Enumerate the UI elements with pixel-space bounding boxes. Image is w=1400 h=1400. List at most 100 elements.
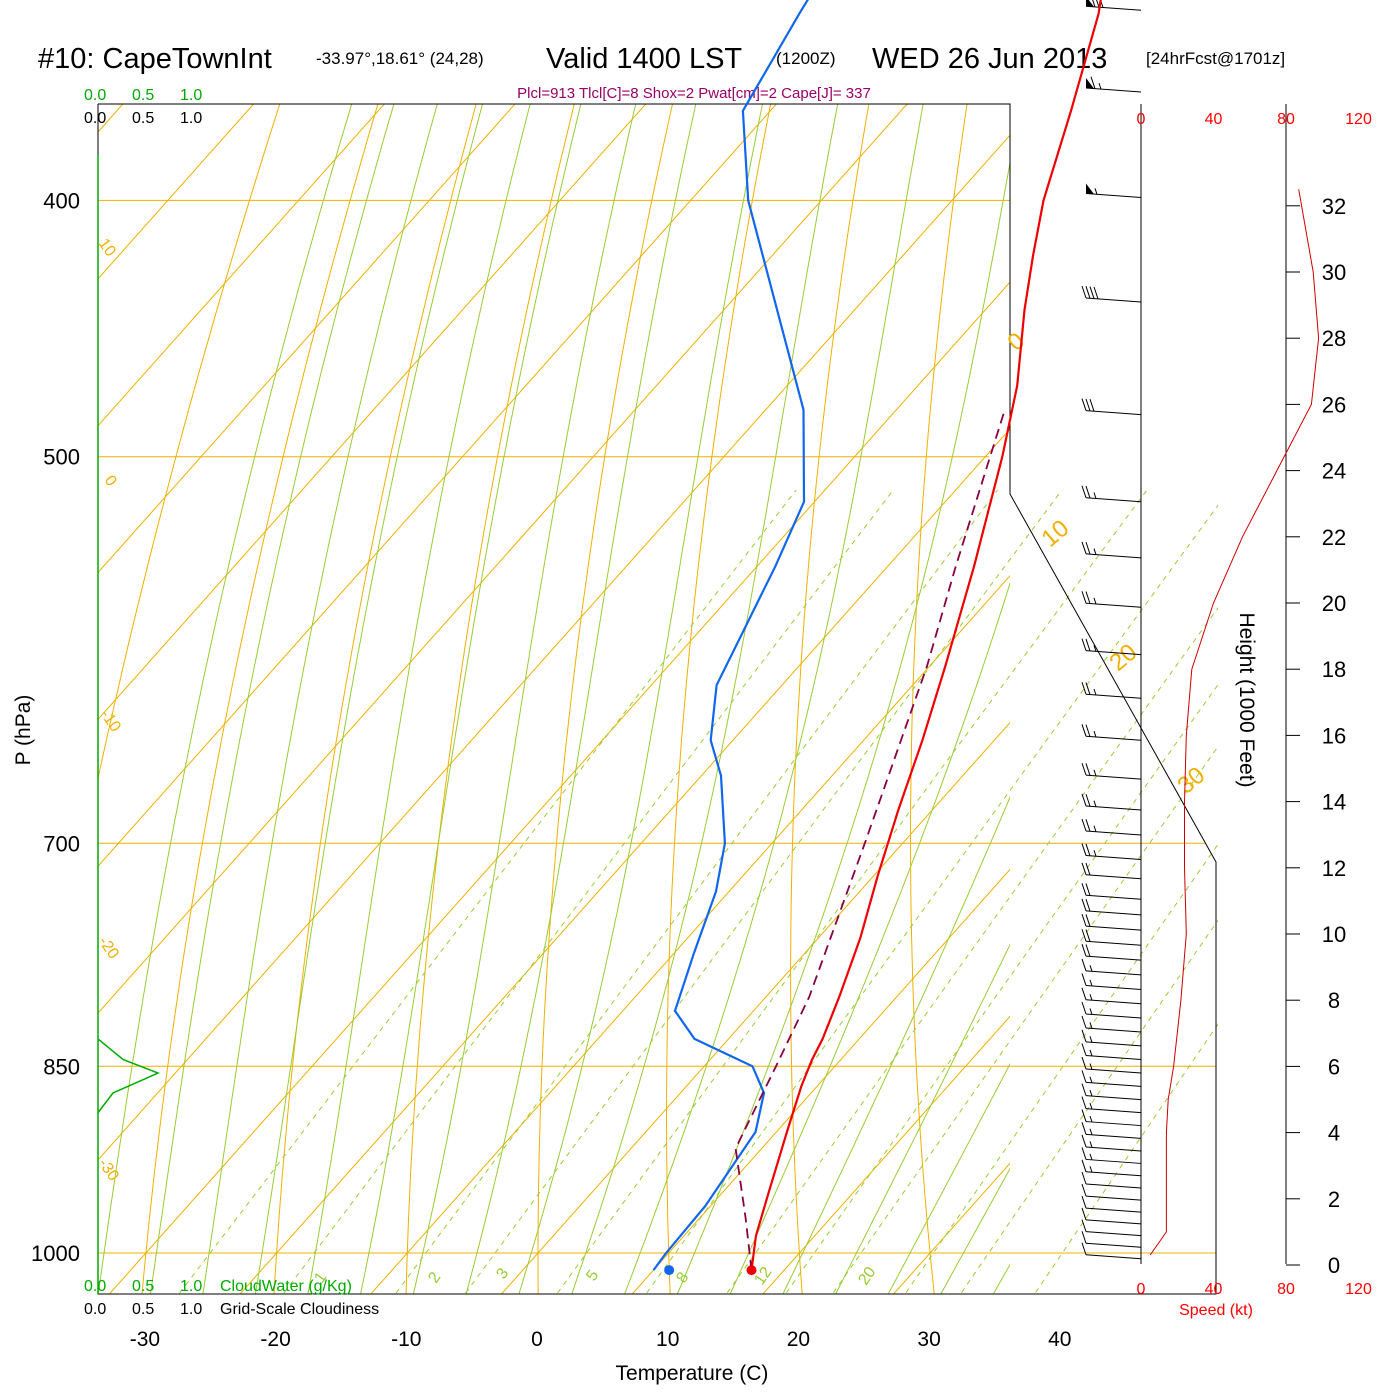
wind-barb xyxy=(1081,724,1142,741)
isotherm-line xyxy=(631,868,1010,1294)
wind-barb xyxy=(1081,1096,1142,1114)
dewpoint-series-line xyxy=(652,0,809,1271)
isotherm-label: 0 xyxy=(101,473,120,490)
height-axis-title: Height (1000 Feet) xyxy=(1235,612,1258,787)
moist-adiabat-line xyxy=(412,104,637,1294)
height-label-28: 28 xyxy=(1322,326,1346,351)
speed-tick-top-0: 0 xyxy=(1137,111,1146,128)
dry-adiabat-line xyxy=(98,104,281,781)
isotherm-lines xyxy=(98,0,1400,1309)
cloud-scale-bottom-black-2: 1.0 xyxy=(180,1301,202,1318)
cloudiness-label: Grid-Scale Cloudiness xyxy=(220,1301,379,1318)
wind-barb xyxy=(1081,638,1142,656)
moist-adiabat-line xyxy=(835,943,1010,1294)
cloud-scale-top-black-1: 0.5 xyxy=(132,110,154,127)
adiabat-label: 20 xyxy=(1105,639,1143,677)
height-label-2: 2 xyxy=(1328,1187,1340,1212)
station-title: #10: CapeTownInt xyxy=(38,43,272,75)
isotherm-line xyxy=(370,575,1010,1294)
speed-tick-top-2: 80 xyxy=(1277,111,1295,128)
height-label-24: 24 xyxy=(1322,459,1346,484)
wind-barb xyxy=(1081,1029,1142,1047)
mixing-ratio-label: 5 xyxy=(583,1267,602,1284)
pressure-tick-1000: 1000 xyxy=(31,1241,80,1266)
dry-adiabat-line xyxy=(666,104,772,1294)
speed-tick-bottom-3: 120 xyxy=(1345,1281,1372,1298)
mixing-ratio-label: 2 xyxy=(425,1269,444,1286)
wind-barb xyxy=(1081,1219,1142,1237)
temperature-tick--20: -20 xyxy=(260,1328,290,1351)
wind-barb xyxy=(1081,1147,1142,1164)
wind-barb xyxy=(1081,591,1142,608)
x-axis-title: Temperature (C) xyxy=(616,1362,769,1385)
height-label-18: 18 xyxy=(1322,657,1346,682)
mixing-ratio-label: 20 xyxy=(855,1264,879,1288)
cloud-scale-bottom-black-0: 0.0 xyxy=(84,1301,106,1318)
dry-adiabat-line xyxy=(405,104,575,1294)
moist-adiabat-line xyxy=(518,104,764,1294)
station-coords: -33.97°,18.61° (24,28) xyxy=(316,49,484,68)
parcel-series-line xyxy=(734,409,1006,1271)
mixing-ratio-lines xyxy=(178,490,1218,1294)
mixing-ratio-line xyxy=(725,607,1218,1294)
pressure-tick-400: 400 xyxy=(43,188,80,213)
temperature-tick--30: -30 xyxy=(130,1328,160,1351)
wind-barb xyxy=(1081,1207,1142,1225)
height-label-0: 0 xyxy=(1328,1253,1340,1278)
pressure-tick-labels: 2503004005007008501000 xyxy=(31,188,80,1266)
moist-adiabat-line xyxy=(465,104,697,1294)
moist-adiabat-line xyxy=(254,104,484,1294)
isotherm-line xyxy=(98,104,908,1014)
cloud-scale-bottom-green-0: 0.0 xyxy=(84,1278,106,1295)
speed-tick-bottom-2: 80 xyxy=(1277,1281,1295,1298)
cloud-scale-bottom-black-1: 0.5 xyxy=(132,1301,154,1318)
mixing-ratio-label: 3 xyxy=(493,1265,512,1282)
wind-barb xyxy=(1085,0,1142,11)
temperature-tick-40: 40 xyxy=(1048,1328,1071,1351)
isotherm-line xyxy=(762,1015,1010,1294)
wind-barb xyxy=(1081,398,1142,416)
cloud-scale-top-green-2: 1.0 xyxy=(180,87,202,104)
wind-barb xyxy=(1081,285,1142,303)
wind-barb xyxy=(1081,793,1142,811)
moist-adiabat-line xyxy=(887,1062,1010,1294)
dry-adiabat-line xyxy=(1354,0,1400,1309)
moist-adiabat-line xyxy=(571,104,839,1294)
wind-barb xyxy=(1081,1109,1142,1127)
wind-barb xyxy=(1081,762,1142,780)
cloud-scale-top-green-1: 0.5 xyxy=(132,87,154,104)
sounding-params: Plcl=913 Tlcl[C]=8 Shox=2 Pwat[cm]=2 Cap… xyxy=(517,85,871,102)
wind-barb xyxy=(1081,973,1142,990)
surface-dewpoint-dot xyxy=(664,1265,675,1276)
dry-adiabat-line xyxy=(537,104,674,1294)
mixing-ratio-line xyxy=(464,490,1063,1294)
isotherm-line xyxy=(1142,0,1400,1309)
wind-barb xyxy=(1085,183,1142,198)
moist-adiabat-line xyxy=(782,795,1010,1294)
isotherm-line xyxy=(500,721,1010,1294)
isotherm-line xyxy=(98,104,778,868)
temperature-tick-20: 20 xyxy=(787,1328,810,1351)
speed-axis-title: Speed (kt) xyxy=(1179,1302,1253,1319)
isotherm-line xyxy=(98,104,516,574)
height-label-8: 8 xyxy=(1328,988,1340,1013)
adiabat-label: 10 xyxy=(1037,515,1075,553)
isotherm-line xyxy=(108,281,1010,1294)
wind-barb xyxy=(1081,843,1142,861)
cloudwater-label: CloudWater (g/Kg) xyxy=(220,1278,352,1295)
dry-adiabat-line xyxy=(790,104,870,1294)
dry-adiabat-line xyxy=(1139,0,1235,1309)
wind-barb xyxy=(1081,1083,1142,1101)
pressure-tick-500: 500 xyxy=(43,445,80,470)
temperature-tick-labels: -30 -20 -10 0 10 20 30 40 xyxy=(130,1328,1072,1351)
wind-barb xyxy=(1081,1056,1142,1074)
wind-barb xyxy=(1081,862,1142,880)
moist-adiabat-line xyxy=(202,104,438,1294)
wind-barb xyxy=(1081,944,1142,961)
wind-barb xyxy=(1081,1134,1142,1152)
height-label-30: 30 xyxy=(1322,260,1346,285)
height-label-4: 4 xyxy=(1328,1121,1340,1146)
